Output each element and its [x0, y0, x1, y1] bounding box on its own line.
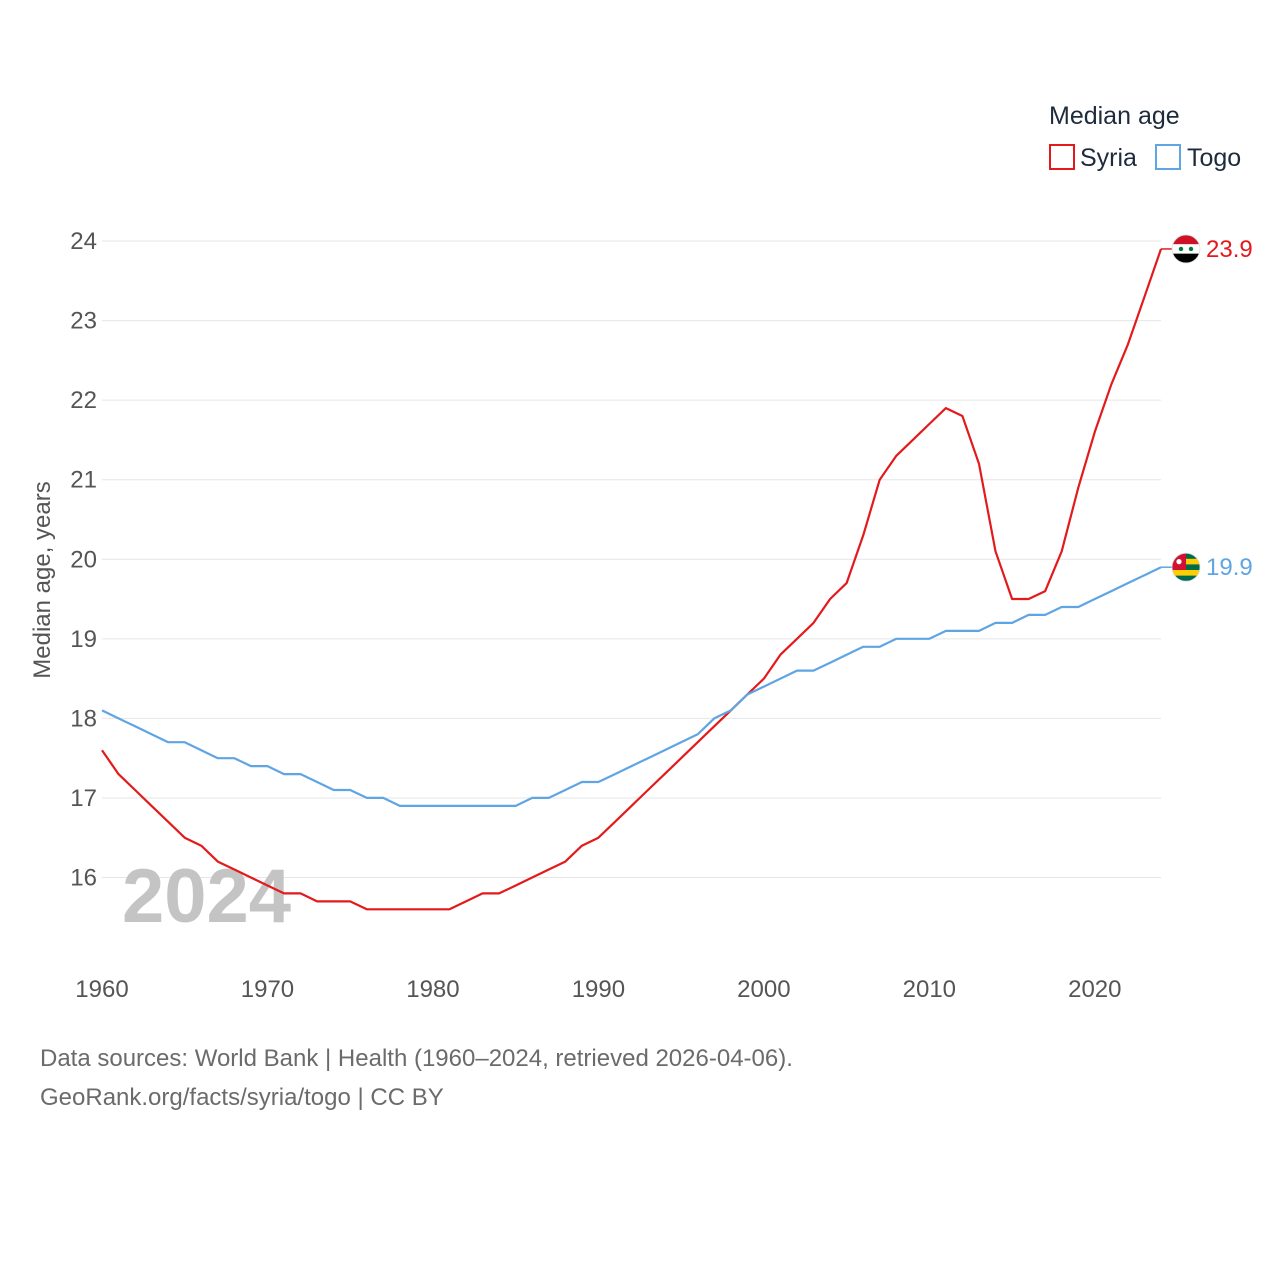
x-tick-label: 1960	[75, 976, 128, 1003]
end-value-label-togo: 19.9	[1206, 554, 1253, 581]
y-tick-label: 17	[70, 785, 97, 812]
year-watermark: 2024	[122, 854, 291, 939]
legend-title: Median age	[1049, 102, 1180, 130]
series-line-syria	[101, 248, 1163, 911]
y-axis-title: Median age, years	[29, 481, 56, 678]
y-tick-label: 19	[70, 626, 97, 653]
y-tick-label: 21	[70, 467, 97, 494]
syria-flag-icon	[1171, 234, 1201, 264]
x-tick-label: 1980	[406, 976, 459, 1003]
legend-item-syria[interactable]: Syria	[1049, 144, 1137, 172]
series-lines	[101, 248, 1163, 911]
x-tick-label: 1970	[241, 976, 294, 1003]
y-tick-label: 24	[70, 228, 97, 255]
x-tick-label: 2020	[1068, 976, 1121, 1003]
x-axis-ticks: 1960 1970 1980 1990 2000 2010 2020	[75, 976, 1121, 1003]
credit-line: GeoRank.org/facts/syria/togo | CC BY	[40, 1084, 444, 1111]
y-tick-label: 20	[70, 546, 97, 573]
x-tick-label: 2000	[737, 976, 790, 1003]
legend-label-togo: Togo	[1187, 144, 1241, 172]
series-line-togo	[101, 566, 1162, 808]
y-tick-label: 18	[70, 705, 97, 732]
series-end-markers: 23.9 19.9	[1161, 234, 1253, 582]
source-line: Data sources: World Bank | Health (1960–…	[40, 1045, 793, 1072]
y-axis-ticks: 16 17 18 19 20 21 22 23 24	[70, 228, 97, 892]
y-tick-label: 16	[70, 865, 97, 892]
end-value-label-syria: 23.9	[1206, 236, 1253, 263]
legend-label-syria: Syria	[1080, 144, 1137, 172]
gridlines	[102, 240, 1161, 878]
legend-swatch-syria	[1049, 144, 1075, 170]
legend[interactable]: Median age Syria Togo	[1049, 102, 1241, 172]
legend-item-togo[interactable]: Togo	[1155, 144, 1241, 172]
togo-flag-icon	[1171, 552, 1201, 582]
x-tick-label: 2010	[903, 976, 956, 1003]
y-tick-label: 23	[70, 308, 97, 335]
legend-swatch-togo	[1155, 144, 1181, 170]
x-tick-label: 1990	[572, 976, 625, 1003]
y-tick-label: 22	[70, 387, 97, 414]
